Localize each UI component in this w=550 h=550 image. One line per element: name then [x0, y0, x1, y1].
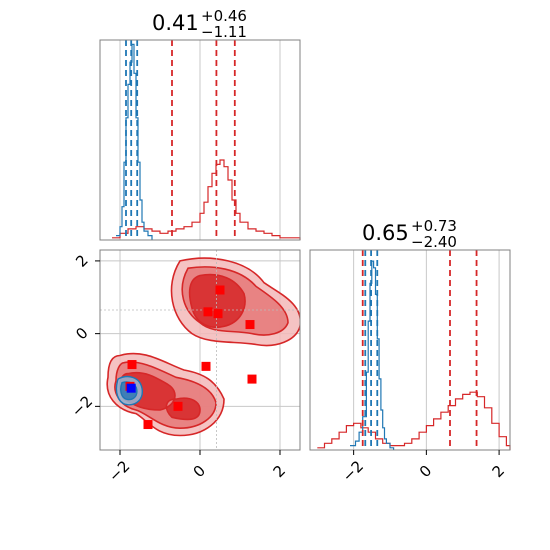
joint-contour-panel: −2 0 2 −2 0 2	[68, 249, 301, 485]
marginal-x-title-plus: +0.46	[201, 7, 247, 25]
red-histogram-series	[317, 391, 511, 450]
marginal-y-title-median: 0.65	[362, 221, 409, 245]
x-tick-label: 2	[270, 462, 289, 481]
red-point-marker	[173, 401, 183, 411]
marginal-x-histogram: 0.41 +0.46 −1.11	[99, 7, 301, 241]
x-tick-label: −2	[105, 457, 133, 485]
x-tick-label: 2	[489, 462, 508, 481]
y-tick-label: −2	[68, 392, 96, 420]
red-point-marker	[203, 307, 213, 317]
x-tick-label: 0	[416, 462, 435, 481]
x-tick-label: 0	[190, 462, 209, 481]
red-point-marker	[127, 360, 137, 370]
blue-histogram-series	[116, 43, 153, 240]
red-point-marker	[247, 374, 257, 384]
red-point-marker	[213, 309, 223, 319]
panel-frame	[309, 249, 511, 451]
red-histogram-series	[112, 159, 301, 240]
marginal-y-title-plus: +0.73	[411, 217, 457, 235]
y-tick-label: 2	[72, 251, 91, 270]
joint-plot-area	[100, 250, 300, 450]
red-point-marker	[143, 420, 153, 430]
red-point-marker	[201, 361, 211, 371]
blue-point-marker	[126, 383, 136, 393]
marginal-x-title-minus: −1.11	[201, 23, 247, 41]
y-tick-label: 0	[72, 324, 91, 343]
x-tick-label: −2	[339, 457, 367, 485]
marginal-x-title-median: 0.41	[152, 11, 199, 35]
marginal-y-histogram: 0.65 +0.73 −2.40 −2 0 2	[309, 217, 511, 485]
panel-frame	[99, 39, 301, 241]
marginal-y-title-minus: −2.40	[411, 233, 457, 251]
red-point-marker	[245, 320, 255, 330]
red-point-marker	[215, 285, 225, 295]
